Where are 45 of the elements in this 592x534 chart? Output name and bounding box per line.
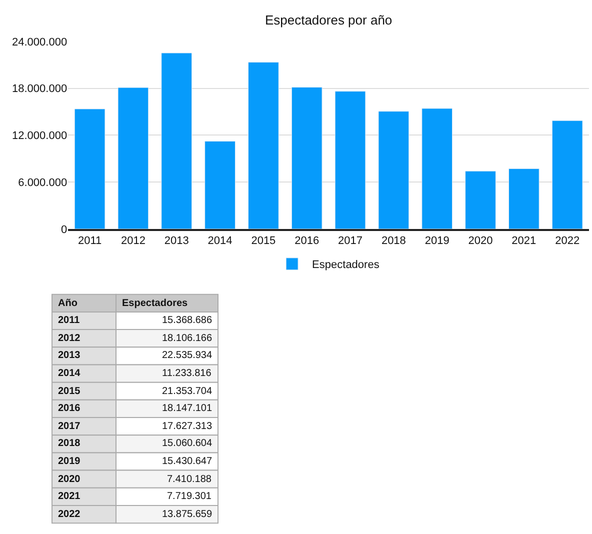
x-tick-label: 2011 bbox=[78, 234, 102, 247]
text: 18.147.101 bbox=[162, 403, 212, 414]
category-label: 2014 bbox=[58, 368, 80, 379]
y-tick-label: 6.000.000 bbox=[18, 176, 68, 189]
x-tick-label: 2019 bbox=[424, 234, 450, 247]
category-label: 2012 bbox=[58, 333, 80, 344]
y-tick-label: 12.000.000 bbox=[12, 130, 68, 142]
text: 15.368.686 bbox=[162, 315, 212, 326]
x-tick-label: 2014 bbox=[208, 234, 232, 247]
x-tick-label: 2021 bbox=[512, 234, 536, 247]
x-tick-label: 2022 bbox=[555, 234, 580, 247]
y-tick-label: 18.000.000 bbox=[12, 83, 68, 96]
text: Año bbox=[58, 298, 78, 309]
x-tick-label: 2012 bbox=[120, 234, 146, 247]
text: 17.627.313 bbox=[162, 421, 212, 432]
x-tick-label: 2013 bbox=[164, 234, 189, 247]
text: 11.233.816 bbox=[162, 368, 212, 379]
x-tick-label: 2018 bbox=[381, 234, 406, 247]
legend-label: Espectadores bbox=[312, 259, 380, 272]
category-label: 2020 bbox=[58, 474, 80, 485]
text: 18.106.166 bbox=[162, 333, 212, 344]
x-tick-label: 2020 bbox=[468, 234, 493, 247]
text: 13.875.659 bbox=[162, 509, 212, 520]
text: 7.410.188 bbox=[167, 474, 212, 485]
category-label: 2013 bbox=[58, 350, 80, 361]
category-label: 2017 bbox=[58, 421, 80, 432]
text: 21.353.704 bbox=[162, 386, 212, 397]
x-tick-label: 2017 bbox=[338, 234, 363, 247]
x-tick-label: 2016 bbox=[294, 234, 320, 247]
x-tick-label: 2015 bbox=[251, 234, 276, 247]
text: Espectadores bbox=[122, 298, 188, 309]
category-label: 2022 bbox=[58, 509, 80, 520]
category-label: 2018 bbox=[58, 438, 80, 449]
text: 15.430.647 bbox=[162, 456, 212, 467]
y-tick-label: 0 bbox=[60, 224, 68, 236]
text: 15.060.604 bbox=[162, 438, 212, 449]
category-label: 2015 bbox=[58, 386, 80, 397]
text: 7.719.301 bbox=[167, 491, 212, 502]
category-label: 2016 bbox=[58, 403, 80, 414]
category-label: 2011 bbox=[58, 315, 80, 326]
text: 22.535.934 bbox=[162, 350, 212, 361]
category-label: 2019 bbox=[58, 456, 80, 467]
category-label: 2021 bbox=[58, 491, 80, 502]
y-tick-label: 24.000.000 bbox=[12, 36, 68, 48]
chart-title: Espectadores por año bbox=[264, 12, 392, 28]
